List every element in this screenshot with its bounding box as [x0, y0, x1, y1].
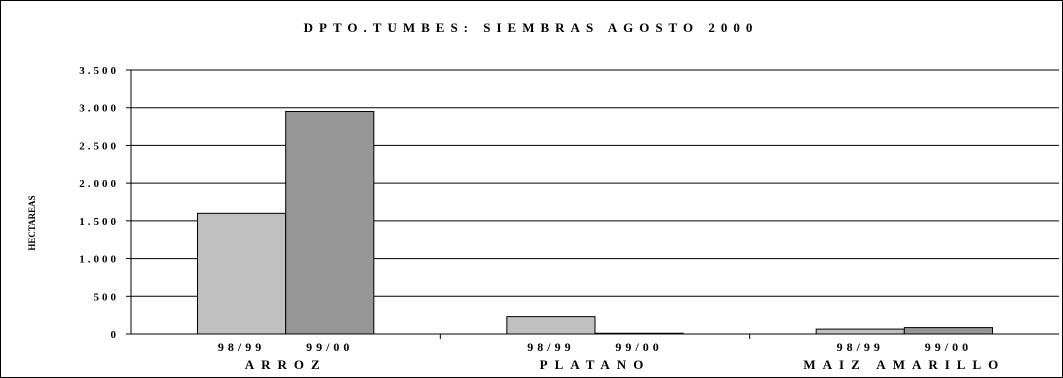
- x-category-label-arroz: ARROZ: [245, 357, 327, 372]
- y-tick-label-2000: 2.000: [79, 178, 119, 190]
- bars: [197, 110, 993, 335]
- y-tick-label-3500: 3.500: [79, 65, 119, 77]
- bar-maiz-amarillo-99-00: [903, 327, 993, 335]
- axes: [126, 69, 1059, 339]
- y-tick-label-1500: 1.500: [79, 216, 119, 228]
- chart-title: DPTO.TUMBES: SIEMBRAS AGOSTO 2000: [304, 20, 759, 35]
- x-sublabel-maiz-amarillo-98-99: 98/99: [837, 340, 884, 354]
- bar-platano-98-99: [506, 316, 596, 335]
- y-axis-label: HECTAREAS: [27, 195, 37, 250]
- x-sublabel-platano-98-99: 98/99: [527, 340, 574, 354]
- x-sublabel-arroz-99-00: 99/00: [306, 340, 353, 354]
- y-tick-label-2500: 2.500: [79, 140, 119, 152]
- x-sublabel-platano-99-00: 99/00: [615, 340, 662, 354]
- x-category-label-maiz-amarillo: MAIZ AMARILLO: [803, 357, 1005, 372]
- tick-labels: 0 500 1.000 1.500 2.000 2.500 3.000 3.500 98/99 9…: [79, 65, 1005, 372]
- bar-arroz-98-99: [197, 212, 287, 335]
- bar-arroz-99-00: [285, 110, 375, 335]
- x-sublabel-arroz-98-99: 98/99: [218, 340, 265, 354]
- x-category-label-platano: PLATANO: [540, 357, 651, 372]
- y-tick-label-1000: 1.000: [79, 254, 119, 266]
- y-tick-label-3000: 3.000: [79, 103, 119, 115]
- x-sublabel-maiz-amarillo-99-00: 99/00: [925, 340, 972, 354]
- y-tick-label-0: 0: [111, 329, 120, 341]
- bar-maiz-amarillo-98-99: [815, 328, 905, 335]
- y-tick-label-500: 500: [94, 291, 120, 303]
